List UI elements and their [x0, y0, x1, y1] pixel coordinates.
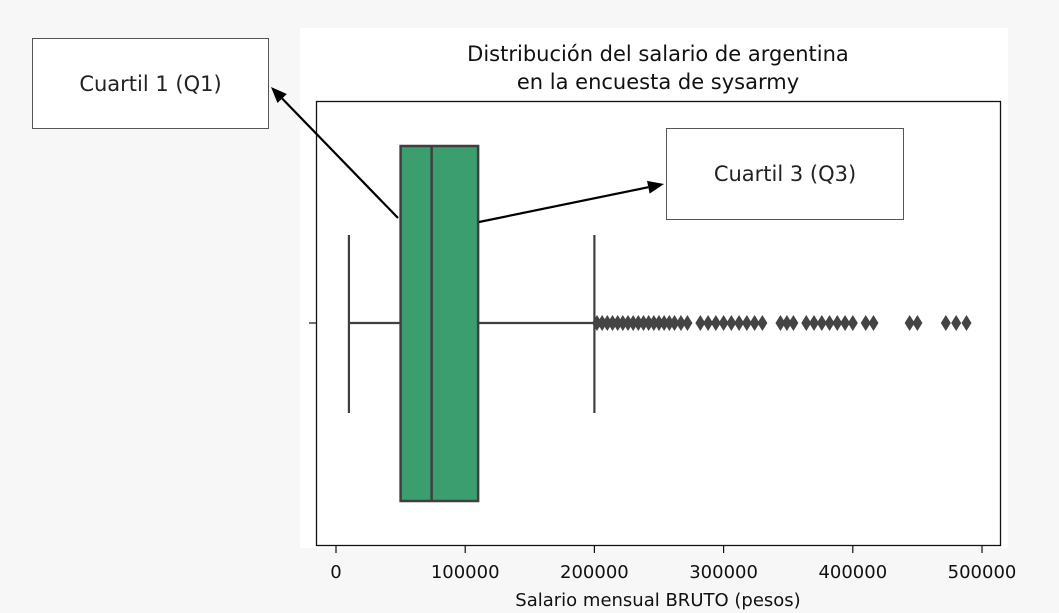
outlier-point: [682, 315, 693, 331]
outlier-point: [643, 315, 654, 331]
outlier-point: [940, 315, 951, 331]
x-tick-label: 400000: [818, 562, 887, 583]
outlier-point: [638, 315, 649, 331]
plot-frame: [315, 100, 1002, 547]
outlier-point: [951, 315, 962, 331]
outlier-point: [749, 315, 760, 331]
outlier-point: [669, 315, 680, 331]
q3-arrow-shaft: [478, 186, 649, 224]
outlier-point: [664, 315, 675, 331]
outlier-point: [628, 315, 639, 331]
outlier-point: [961, 315, 972, 331]
outlier-point: [726, 315, 737, 331]
outlier-point: [801, 315, 812, 331]
q3-callout-label: Cuartil 3 (Q3): [713, 162, 857, 186]
iqr-box: [399, 144, 480, 503]
q3-arrow: [478, 180, 664, 224]
outlier-point: [847, 315, 858, 331]
outlier-point: [622, 315, 633, 331]
outlier-point: [718, 315, 729, 331]
q1-arrow-head: [271, 87, 287, 104]
outlier-point: [612, 315, 623, 331]
q1-arrow-shaft: [281, 97, 399, 219]
q1-callout-box: Cuartil 1 (Q1): [32, 38, 269, 129]
outlier-point: [633, 315, 644, 331]
outlier-point: [741, 315, 752, 331]
outlier-point: [695, 315, 706, 331]
outlier-point: [860, 315, 871, 331]
q3-callout-box: Cuartil 3 (Q3): [666, 128, 904, 220]
outlier-point: [710, 315, 721, 331]
x-axis-ticks: 0 100000 200000 300000 400000 500000: [330, 546, 1016, 583]
outlier-point: [675, 315, 686, 331]
chart-title-line-1: Distribución del salario de argentina: [467, 42, 849, 66]
outlier-point: [775, 315, 786, 331]
outlier-point: [734, 315, 745, 331]
outlier-point: [607, 315, 618, 331]
outlier-point: [824, 315, 835, 331]
x-tick-label: 200000: [560, 562, 629, 583]
outlier-point: [809, 315, 820, 331]
outliers: [591, 315, 972, 331]
outlier-point: [757, 315, 768, 331]
q3-arrow-head: [647, 180, 664, 194]
x-tick-label: 100000: [431, 562, 500, 583]
x-tick-label: 300000: [689, 562, 758, 583]
outlier-point: [840, 315, 851, 331]
outlier-point: [617, 315, 628, 331]
chart-title-line-2: en la encuesta de sysarmy: [517, 70, 799, 94]
outlier-point: [654, 315, 664, 331]
outlier-point: [868, 315, 879, 331]
outlier-point: [781, 315, 792, 331]
outlier-point: [659, 315, 670, 331]
outlier-point: [912, 315, 923, 331]
box: [399, 144, 480, 503]
q1-callout-label: Cuartil 1 (Q1): [79, 71, 222, 96]
x-axis-label: Salario mensual BRUTO (pesos): [515, 590, 800, 611]
outlier-point: [816, 315, 827, 331]
x-tick-label: 500000: [948, 562, 1017, 583]
annotation-arrows: [271, 87, 664, 224]
outlier-point: [904, 315, 915, 331]
outlier-point: [602, 315, 613, 331]
outlier-point: [788, 315, 799, 331]
q1-arrow: [271, 87, 399, 219]
outlier-point: [597, 315, 608, 331]
outlier-point: [703, 315, 714, 331]
outlier-point: [648, 315, 659, 331]
outlier-point: [591, 315, 602, 331]
outlier-point: [832, 315, 843, 331]
x-tick-label: 0: [330, 562, 341, 583]
